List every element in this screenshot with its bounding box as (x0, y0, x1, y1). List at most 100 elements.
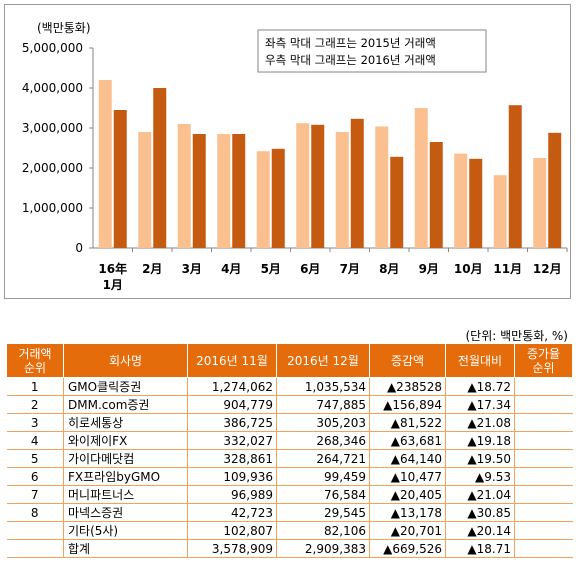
table-cell: 82,106 (276, 521, 370, 540)
table-cell: ▲10,477 (369, 467, 446, 486)
column-header: 증감액 (369, 343, 446, 378)
table-cell: 96,989 (187, 485, 277, 504)
bar-2015 (493, 175, 507, 248)
bar-2016 (271, 148, 285, 248)
table-row: 6 FX프라임byGMO 109,936 99,459 ▲10,477 ▲9.53 (6, 467, 573, 486)
table-cell: 99,459 (276, 467, 370, 486)
table-cell: 102,807 (187, 521, 277, 540)
table-cell: 305,203 (276, 413, 370, 432)
bar-2015 (98, 80, 112, 248)
table-cell: 3,578,909 (187, 539, 277, 558)
bar-2016 (390, 156, 404, 248)
table-cell: DMM.com증권 (63, 395, 188, 414)
bar-2015 (414, 108, 428, 248)
table-cell (514, 521, 573, 540)
table-cell: ▲18.72 (445, 377, 515, 396)
column-header: 전월대비 (445, 343, 515, 378)
table-unit-note: (단위: 백만통화, %) (465, 329, 569, 343)
table-cell: ▲20.14 (445, 521, 515, 540)
bar-2015 (296, 123, 310, 248)
table-row: 4 와이제이FX 332,027 268,346 ▲63,681 ▲19.18 (6, 431, 573, 450)
table-row: 8 마넥스증권 42,723 29,545 ▲13,178 ▲30.85 (6, 503, 573, 522)
table-cell: FX프라임byGMO (63, 467, 188, 486)
legend-note-text: 좌측 막대 그래프는 2015년 거래액 (265, 36, 436, 50)
bar-2016 (311, 124, 325, 248)
table-row: 1 GMO클릭증권 1,274,062 1,035,534 ▲238528 ▲18.72 (6, 377, 573, 396)
bar-2015 (256, 151, 270, 248)
table-cell: 와이제이FX (63, 431, 188, 450)
y-tick-label: 4,000,000 (22, 81, 83, 95)
table-cell: 904,779 (187, 395, 277, 414)
table-cell: 7 (6, 485, 64, 504)
bar-2016 (192, 134, 206, 248)
table-cell: 109,936 (187, 467, 277, 486)
table-cell: 가이다메닷컴 (63, 449, 188, 468)
table-cell: 332,027 (187, 431, 277, 450)
bar-2016 (113, 110, 127, 248)
table-cell: 328,861 (187, 449, 277, 468)
table-cell: ▲18.71 (445, 539, 515, 558)
bar-2016 (469, 158, 483, 248)
table-cell (514, 431, 573, 450)
trading-volume-table: 거래액 순위 회사명 2016년 11월 2016년 12월 증감액 전월대비 증가율 순위 1… (6, 343, 573, 558)
table-cell: 5 (6, 449, 64, 468)
table-cell: 합계 (63, 539, 188, 558)
table-cell (514, 467, 573, 486)
y-axis-unit-label: (백만통화) (37, 21, 91, 35)
total-row: 합계 3,578,909 2,909,383 ▲669,526 ▲18.71 (6, 539, 573, 558)
table-cell: ▲20,701 (369, 521, 446, 540)
x-tick-label: 8月 (379, 262, 399, 276)
x-tick-label: 3月 (182, 262, 202, 276)
bar-2016 (350, 118, 364, 248)
table-cell: ▲17.34 (445, 395, 515, 414)
table-cell: 6 (6, 467, 64, 486)
bar-2016 (232, 134, 246, 248)
table-cell (514, 503, 573, 522)
table-cell (514, 539, 573, 558)
table-cell: 기타(5사) (63, 521, 188, 540)
bar-2015 (335, 132, 349, 248)
table-cell (6, 539, 64, 558)
x-tick-label: 16年 (98, 261, 127, 276)
table-cell (514, 395, 573, 414)
table-row: 3 히로세통상 386,725 305,203 ▲81,522 ▲21.08 (6, 413, 573, 432)
y-tick-label: 2,000,000 (22, 161, 83, 175)
table-cell: ▲21.04 (445, 485, 515, 504)
table-cell: GMO클릭증권 (63, 377, 188, 396)
table-cell (514, 413, 573, 432)
table-cell: ▲64,140 (369, 449, 446, 468)
x-tick-label: 10月 (454, 262, 483, 276)
table-cell: 2 (6, 395, 64, 414)
table-cell: 마넥스증권 (63, 503, 188, 522)
table-cell: 4 (6, 431, 64, 450)
table-cell: ▲13,178 (369, 503, 446, 522)
x-tick-label: 1月 (103, 278, 123, 292)
chart-frame: (백만통화) 5,000,000 4,000,000 3,000,000 2,000,… (4, 4, 571, 299)
table-cell: ▲156,894 (369, 395, 446, 414)
bar-2016 (153, 88, 167, 248)
table-cell: ▲9.53 (445, 467, 515, 486)
table-header-row: 거래액 순위 회사명 2016년 11월 2016년 12월 증감액 전월대비 증가율 순위 (6, 343, 573, 378)
table-cell: 42,723 (187, 503, 277, 522)
x-tick-label: 5月 (261, 262, 281, 276)
bar-2015 (177, 124, 191, 248)
y-tick-label: 0 (75, 241, 83, 255)
table-cell (6, 521, 64, 540)
y-tick-label: 1,000,000 (22, 201, 83, 215)
table-cell: 747,885 (276, 395, 370, 414)
table-cell: 268,346 (276, 431, 370, 450)
table-cell: 76,584 (276, 485, 370, 504)
table-cell: ▲669,526 (369, 539, 446, 558)
column-header: 회사명 (63, 343, 188, 378)
table-cell: 2,909,383 (276, 539, 370, 558)
table-cell: 1,035,534 (276, 377, 370, 396)
column-header: 거래액 순위 (6, 343, 64, 378)
table-cell: ▲20,405 (369, 485, 446, 504)
column-header: 2016년 11월 (187, 343, 277, 378)
x-tick-label: 2月 (142, 262, 162, 276)
table-row: 7 머니파트너스 96,989 76,584 ▲20,405 ▲21.04 (6, 485, 573, 504)
y-tick-label: 3,000,000 (22, 121, 83, 135)
table-cell: ▲21.08 (445, 413, 515, 432)
bar-2016 (508, 105, 522, 248)
x-tick-label: 11月 (493, 262, 522, 276)
